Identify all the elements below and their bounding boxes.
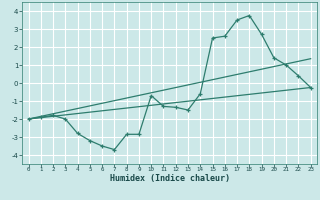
X-axis label: Humidex (Indice chaleur): Humidex (Indice chaleur)	[110, 174, 230, 183]
